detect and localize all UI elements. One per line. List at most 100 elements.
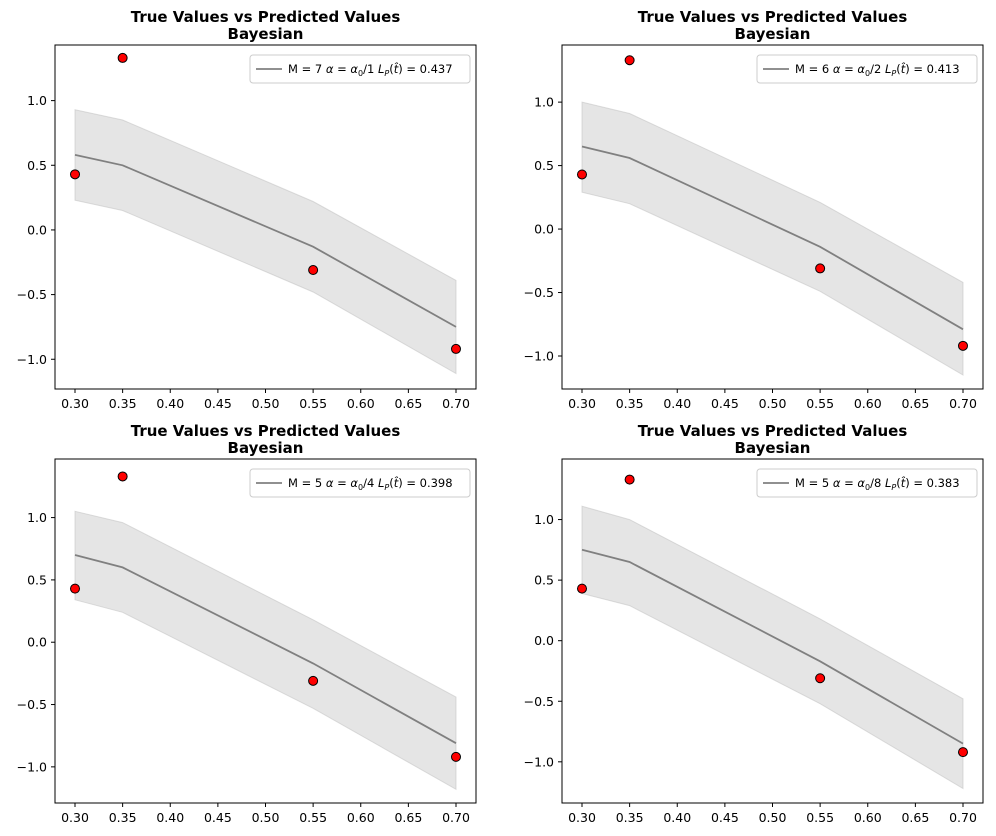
x-tick-label: 0.70: [949, 810, 977, 825]
legend-label: M = 6 α = α0/2 LP(t̂) = 0.413: [795, 62, 960, 78]
x-tick-label: 0.50: [252, 810, 280, 825]
confidence-band: [74, 510, 457, 791]
legend-label: M = 7 α = α0/1 LP(t̂) = 0.437: [288, 62, 453, 78]
legend-box: [249, 468, 471, 498]
x-tick-label: 0.70: [442, 396, 470, 411]
legend: M = 5 α = α0/4 LP(t̂) = 0.398: [249, 468, 471, 498]
y-tick-label: 1.0: [27, 93, 47, 108]
x-tick-label: 0.45: [204, 810, 232, 825]
y-tick-label: −1.0: [17, 352, 47, 367]
y-tick-label: 0.5: [27, 572, 47, 587]
x-tick-label: 0.60: [854, 810, 882, 825]
x-tick-label: 0.40: [156, 810, 184, 825]
true-value-point: [70, 583, 81, 594]
y-tick-label: 0.0: [27, 222, 47, 237]
confidence-band: [581, 101, 964, 376]
x-tick-label: 0.45: [711, 810, 739, 825]
y-tick-label: 0.5: [27, 158, 47, 173]
y-tick-label: −0.5: [524, 285, 554, 300]
true-value-point: [957, 340, 968, 351]
x-tick-label: 0.55: [299, 396, 327, 411]
chart-title: True Values vs Predicted Values: [131, 8, 401, 26]
legend-label: M = 5 α = α0/4 LP(t̂) = 0.398: [288, 476, 453, 492]
x-tick-label: 0.55: [806, 396, 834, 411]
legend-box: [249, 54, 471, 84]
x-tick-label: 0.30: [61, 810, 89, 825]
true-value-point: [957, 747, 968, 758]
true-value-point: [624, 474, 635, 485]
chart-title: True Values vs Predicted Values: [638, 422, 908, 440]
x-tick-label: 0.45: [204, 396, 232, 411]
x-tick-label: 0.60: [347, 396, 375, 411]
true-value-point: [624, 55, 635, 66]
chart-subtitle: Bayesian: [735, 25, 811, 43]
x-tick-label: 0.65: [394, 810, 422, 825]
x-tick-label: 0.65: [394, 396, 422, 411]
x-tick-label: 0.35: [616, 396, 644, 411]
legend: M = 7 α = α0/1 LP(t̂) = 0.437: [249, 54, 471, 84]
y-tick-label: 0.5: [534, 158, 554, 173]
y-tick-label: 1.0: [534, 95, 554, 110]
confidence-band: [581, 505, 964, 790]
x-tick-label: 0.55: [299, 810, 327, 825]
x-tick-label: 0.40: [663, 810, 691, 825]
x-tick-label: 0.30: [568, 396, 596, 411]
x-tick-label: 0.50: [759, 396, 787, 411]
predicted-mean-line: [74, 154, 457, 328]
y-tick-label: 1.0: [534, 512, 554, 527]
x-tick-label: 0.35: [109, 810, 137, 825]
y-tick-label: 1.0: [27, 510, 47, 525]
predicted-mean-line: [74, 554, 457, 744]
x-tick-label: 0.60: [854, 396, 882, 411]
x-tick-label: 0.35: [616, 810, 644, 825]
true-value-point: [450, 751, 461, 762]
legend-box: [756, 468, 978, 498]
x-tick-label: 0.65: [901, 396, 929, 411]
legend: M = 5 α = α0/8 LP(t̂) = 0.383: [756, 468, 978, 498]
x-tick-label: 0.70: [949, 396, 977, 411]
true-value-point: [815, 263, 826, 274]
x-tick-label: 0.40: [156, 396, 184, 411]
chart-title: True Values vs Predicted Values: [131, 422, 401, 440]
x-tick-label: 0.65: [901, 810, 929, 825]
true-value-point: [70, 169, 81, 180]
x-tick-label: 0.35: [109, 396, 137, 411]
true-value-point: [308, 675, 319, 686]
y-tick-label: −1.0: [17, 759, 47, 774]
true-value-point: [117, 471, 128, 482]
true-value-point: [577, 583, 588, 594]
predicted-mean-line: [581, 145, 964, 331]
y-tick-label: −0.5: [17, 287, 47, 302]
y-tick-label: 0.0: [534, 633, 554, 648]
legend-label: M = 5 α = α0/8 LP(t̂) = 0.383: [795, 476, 960, 492]
y-tick-label: −1.0: [524, 754, 554, 769]
y-tick-label: 0.5: [534, 573, 554, 588]
x-tick-label: 0.50: [759, 810, 787, 825]
y-tick-label: 0.0: [27, 635, 47, 650]
true-value-point: [815, 673, 826, 684]
y-tick-label: −1.0: [524, 348, 554, 363]
chart-subtitle: Bayesian: [228, 439, 304, 457]
y-tick-label: 0.0: [534, 222, 554, 237]
x-tick-label: 0.50: [252, 396, 280, 411]
x-tick-label: 0.70: [442, 810, 470, 825]
x-tick-label: 0.60: [347, 810, 375, 825]
legend-box: [756, 54, 978, 84]
x-tick-label: 0.55: [806, 810, 834, 825]
legend: M = 6 α = α0/2 LP(t̂) = 0.413: [756, 54, 978, 84]
true-value-point: [117, 52, 128, 63]
x-tick-label: 0.30: [568, 810, 596, 825]
y-tick-label: −0.5: [17, 697, 47, 712]
x-tick-label: 0.40: [663, 396, 691, 411]
chart-title: True Values vs Predicted Values: [638, 8, 908, 26]
predicted-mean-line: [581, 548, 964, 745]
x-tick-label: 0.45: [711, 396, 739, 411]
true-value-point: [450, 343, 461, 354]
chart-subtitle: Bayesian: [735, 439, 811, 457]
true-value-point: [577, 169, 588, 180]
x-tick-label: 0.30: [61, 396, 89, 411]
